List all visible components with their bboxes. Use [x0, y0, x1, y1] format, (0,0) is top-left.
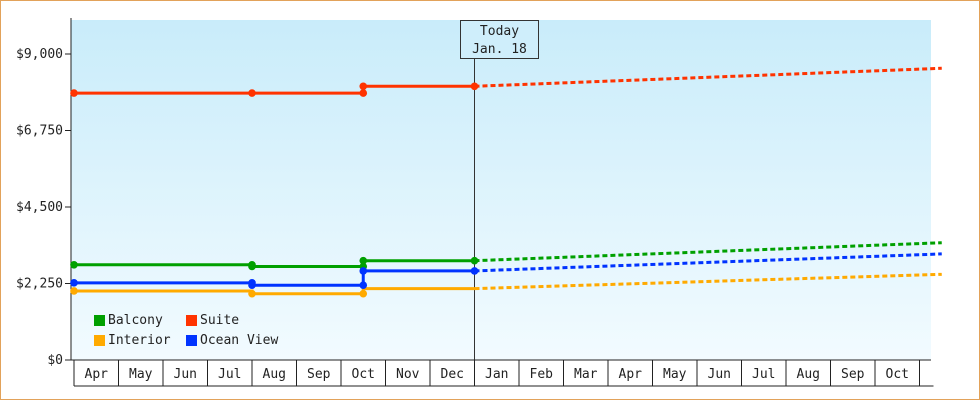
x-tick-label: Oct: [352, 367, 375, 382]
legend-swatch-suite: [186, 314, 197, 326]
y-tick-label: $4,500: [16, 200, 63, 215]
data-point-ocean-view: [470, 267, 479, 275]
series-forecast-balcony: [474, 241, 942, 263]
y-tick-label: $6,750: [16, 124, 63, 139]
series-forecast-ocean-view: [474, 252, 942, 273]
data-point-ocean-view: [248, 281, 256, 290]
today-label: Today: [479, 24, 520, 39]
x-tick-label: Jun: [708, 367, 731, 382]
y-tick-label: $2,250: [16, 277, 63, 292]
data-point-interior: [70, 287, 78, 295]
data-point-suite: [70, 89, 78, 97]
legend-row: Interior Ocean View: [88, 330, 278, 350]
x-tick-label: Dec: [441, 367, 464, 382]
data-point-balcony: [470, 256, 479, 265]
legend-label-ocean-view: Ocean View: [200, 332, 279, 348]
x-tick-label: May: [663, 367, 687, 382]
data-point-balcony: [359, 256, 368, 265]
legend-item-interior: Interior: [88, 333, 180, 348]
legend-label-balcony: Balcony: [108, 312, 163, 328]
data-point-suite: [248, 89, 256, 97]
y-tick-label: $9,000: [16, 47, 63, 62]
series-forecast-interior: [474, 272, 942, 291]
data-point-suite: [359, 82, 368, 91]
plot-area: [71, 20, 931, 360]
data-point-suite: [470, 82, 479, 91]
x-tick-label: Mar: [574, 367, 598, 382]
x-tick-label: Nov: [396, 367, 420, 382]
legend-label-suite: Suite: [200, 312, 240, 328]
data-point-balcony: [248, 262, 256, 271]
data-point-balcony: [70, 261, 78, 269]
x-tick-label: Apr: [85, 367, 109, 382]
series-forecast-suite: [474, 66, 942, 88]
x-tick-label: Aug: [263, 367, 286, 382]
x-tick-label: Jul: [218, 367, 241, 382]
x-tick-label: Oct: [886, 367, 909, 382]
legend-item-suite: Suite: [180, 313, 239, 328]
data-point-interior: [359, 289, 368, 298]
data-point-ocean-view: [359, 267, 368, 275]
today-date: Jan. 18: [472, 42, 527, 57]
legend-swatch-ocean-view: [186, 334, 197, 346]
x-tick-label: Jan: [485, 367, 508, 382]
today-marker-label: Today Jan. 18: [460, 20, 539, 59]
x-tick-label: Sep: [841, 367, 865, 382]
data-point-suite: [359, 89, 368, 97]
y-tick-label: $0: [47, 353, 63, 368]
x-tick-label: Sep: [307, 367, 331, 382]
legend-item-ocean-view: Ocean View: [180, 333, 278, 348]
series-line-balcony: [74, 259, 475, 268]
series-line-interior: [74, 287, 475, 296]
legend-swatch-interior: [94, 334, 105, 346]
x-tick-label: Apr: [619, 367, 643, 382]
legend-label-interior: Interior: [108, 332, 171, 348]
series-line-ocean-view: [74, 269, 475, 287]
legend-swatch-balcony: [94, 314, 105, 326]
x-tick-label: Aug: [797, 367, 820, 382]
data-point-interior: [248, 289, 256, 298]
data-point-ocean-view: [359, 281, 368, 290]
legend-item-balcony: Balcony: [88, 313, 180, 328]
legend-row: Balcony Suite: [88, 310, 278, 330]
x-tick-label: Jul: [752, 367, 775, 382]
data-point-ocean-view: [70, 279, 78, 287]
x-tick-label: Feb: [530, 367, 554, 382]
x-tick-label: May: [129, 367, 153, 382]
chart-legend: Balcony Suite Interior Ocean View: [88, 310, 278, 350]
x-tick-label: Jun: [174, 367, 197, 382]
